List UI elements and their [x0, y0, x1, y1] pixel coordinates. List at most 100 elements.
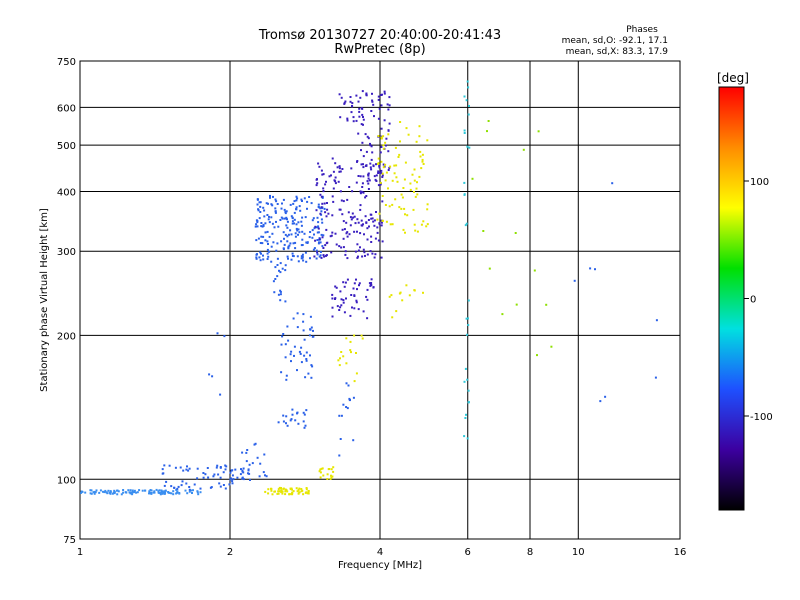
data-point: [378, 165, 381, 167]
data-point: [380, 146, 383, 148]
data-point: [467, 401, 470, 404]
data-point: [256, 203, 259, 206]
data-point: [376, 226, 379, 229]
data-point: [345, 406, 348, 408]
data-point: [297, 233, 299, 236]
data-point: [330, 474, 332, 477]
data-point: [366, 238, 369, 241]
data-point: [356, 160, 358, 163]
data-point: [287, 245, 290, 248]
data-point: [279, 271, 282, 274]
data-point: [274, 210, 277, 213]
data-point: [256, 456, 259, 459]
data-point: [281, 335, 284, 338]
data-point: [84, 491, 87, 494]
data-point: [353, 380, 356, 383]
data-point: [257, 209, 260, 212]
data-point: [338, 165, 341, 168]
data-point: [315, 226, 318, 229]
data-point: [345, 221, 348, 224]
data-point: [240, 468, 242, 471]
data-point: [422, 220, 425, 223]
data-point: [404, 161, 407, 164]
data-point: [293, 211, 296, 214]
data-point: [222, 484, 225, 486]
data-point: [303, 354, 306, 357]
data-point: [239, 473, 242, 476]
data-point: [350, 111, 353, 114]
data-point: [391, 223, 394, 226]
data-point: [168, 464, 171, 467]
data-point: [370, 158, 373, 161]
data-point: [365, 94, 368, 97]
data-point: [273, 226, 276, 229]
data-point: [321, 173, 324, 176]
data-point: [113, 492, 116, 495]
data-point: [339, 190, 342, 193]
data-point: [397, 156, 400, 158]
data-point: [340, 351, 343, 353]
data-point: [297, 489, 300, 491]
data-point: [324, 211, 327, 214]
data-point: [320, 210, 323, 213]
data-point: [360, 219, 363, 222]
data-point: [346, 119, 349, 122]
data-point: [293, 218, 296, 221]
data-point: [346, 407, 349, 410]
data-point: [331, 195, 334, 198]
data-point: [267, 492, 270, 495]
data-point: [338, 364, 341, 367]
data-point: [274, 266, 277, 269]
data-point: [387, 150, 390, 153]
data-point: [355, 119, 358, 122]
data-point: [136, 491, 139, 494]
data-point: [293, 345, 296, 348]
phase-stats-heading: Phases: [626, 25, 658, 35]
data-point: [351, 190, 354, 193]
data-point: [270, 216, 273, 219]
data-point: [377, 184, 380, 187]
data-point: [411, 173, 414, 176]
data-point: [356, 256, 359, 259]
data-point: [371, 252, 374, 255]
data-point: [317, 227, 320, 230]
data-point: [196, 491, 199, 494]
data-point: [342, 301, 345, 304]
data-point: [463, 129, 466, 132]
data-point: [150, 492, 153, 494]
data-point: [269, 196, 271, 199]
data-point: [307, 372, 310, 375]
data-point: [370, 282, 373, 284]
data-point: [391, 316, 394, 319]
y-tick-label: 750: [57, 57, 76, 68]
data-point: [174, 466, 177, 469]
data-point: [295, 208, 298, 211]
data-point: [285, 216, 288, 219]
data-point: [342, 246, 345, 249]
data-point: [319, 476, 322, 479]
data-point: [360, 149, 362, 152]
data-point: [286, 240, 289, 243]
data-point: [375, 174, 378, 177]
data-point: [426, 208, 429, 211]
data-point: [466, 378, 469, 381]
data-point: [353, 215, 356, 218]
data-point: [251, 462, 254, 465]
data-point: [366, 180, 369, 183]
data-point: [295, 223, 298, 226]
data-point: [341, 213, 344, 216]
data-point: [102, 490, 104, 493]
data-point: [301, 230, 304, 233]
data-point: [340, 414, 343, 417]
data-point: [284, 264, 287, 267]
data-point: [316, 178, 318, 181]
data-point: [325, 180, 327, 183]
data-point: [269, 194, 271, 197]
data-point: [318, 206, 321, 209]
chart-subtitle: RwPretec (8p): [334, 42, 425, 57]
data-point: [298, 491, 301, 494]
data-point: [365, 150, 368, 153]
data-point: [466, 145, 469, 148]
data-point: [303, 413, 306, 416]
data-point: [346, 235, 349, 238]
